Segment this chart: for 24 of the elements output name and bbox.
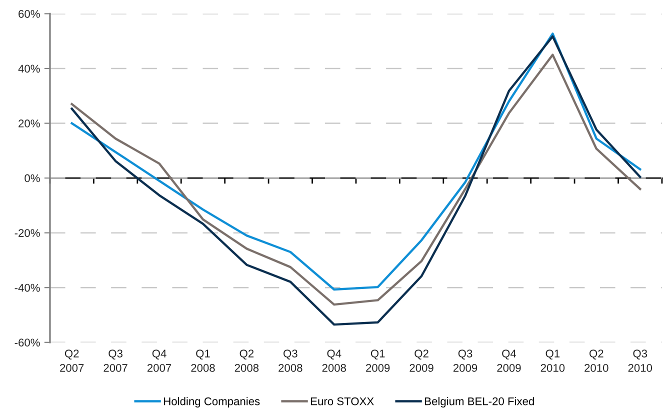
legend-label: Euro STOXX [311, 397, 374, 406]
y-tick-label: 40% [18, 64, 40, 73]
x-tick-label: Q4 2007 [147, 350, 172, 372]
x-tick-label: Q4 2009 [497, 350, 521, 372]
y-tick-label: 60% [18, 10, 40, 18]
x-tick-label: Q4 2008 [322, 350, 346, 372]
x-tick-label: Q3 2010 [628, 350, 652, 372]
x-tick-label: Q3 2009 [453, 350, 478, 372]
legend-label: Belgium BEL-20 Fixed [425, 397, 534, 408]
y-tick-label: -20% [14, 229, 40, 237]
x-tick-label: Q3 2008 [278, 350, 302, 372]
x-tick-label: Q1 2010 [540, 350, 565, 372]
x-tick-label: Q2 2009 [410, 350, 434, 372]
x-tick-label: Q2 2008 [234, 350, 259, 372]
legend-label: Holding Companies [164, 397, 260, 408]
y-tick-label: 0% [24, 174, 40, 182]
y-tick-label: -60% [14, 338, 40, 347]
y-tick-label: 20% [18, 120, 40, 128]
x-tick-label: Q3 2007 [104, 350, 128, 372]
x-tick-label: Q1 2008 [191, 350, 215, 372]
y-tick-label: -40% [14, 284, 40, 292]
x-tick-label: Q2 2007 [60, 350, 84, 372]
x-tick-label: Q1 2009 [366, 350, 390, 372]
x-tick-label: Q2 2010 [584, 350, 608, 372]
